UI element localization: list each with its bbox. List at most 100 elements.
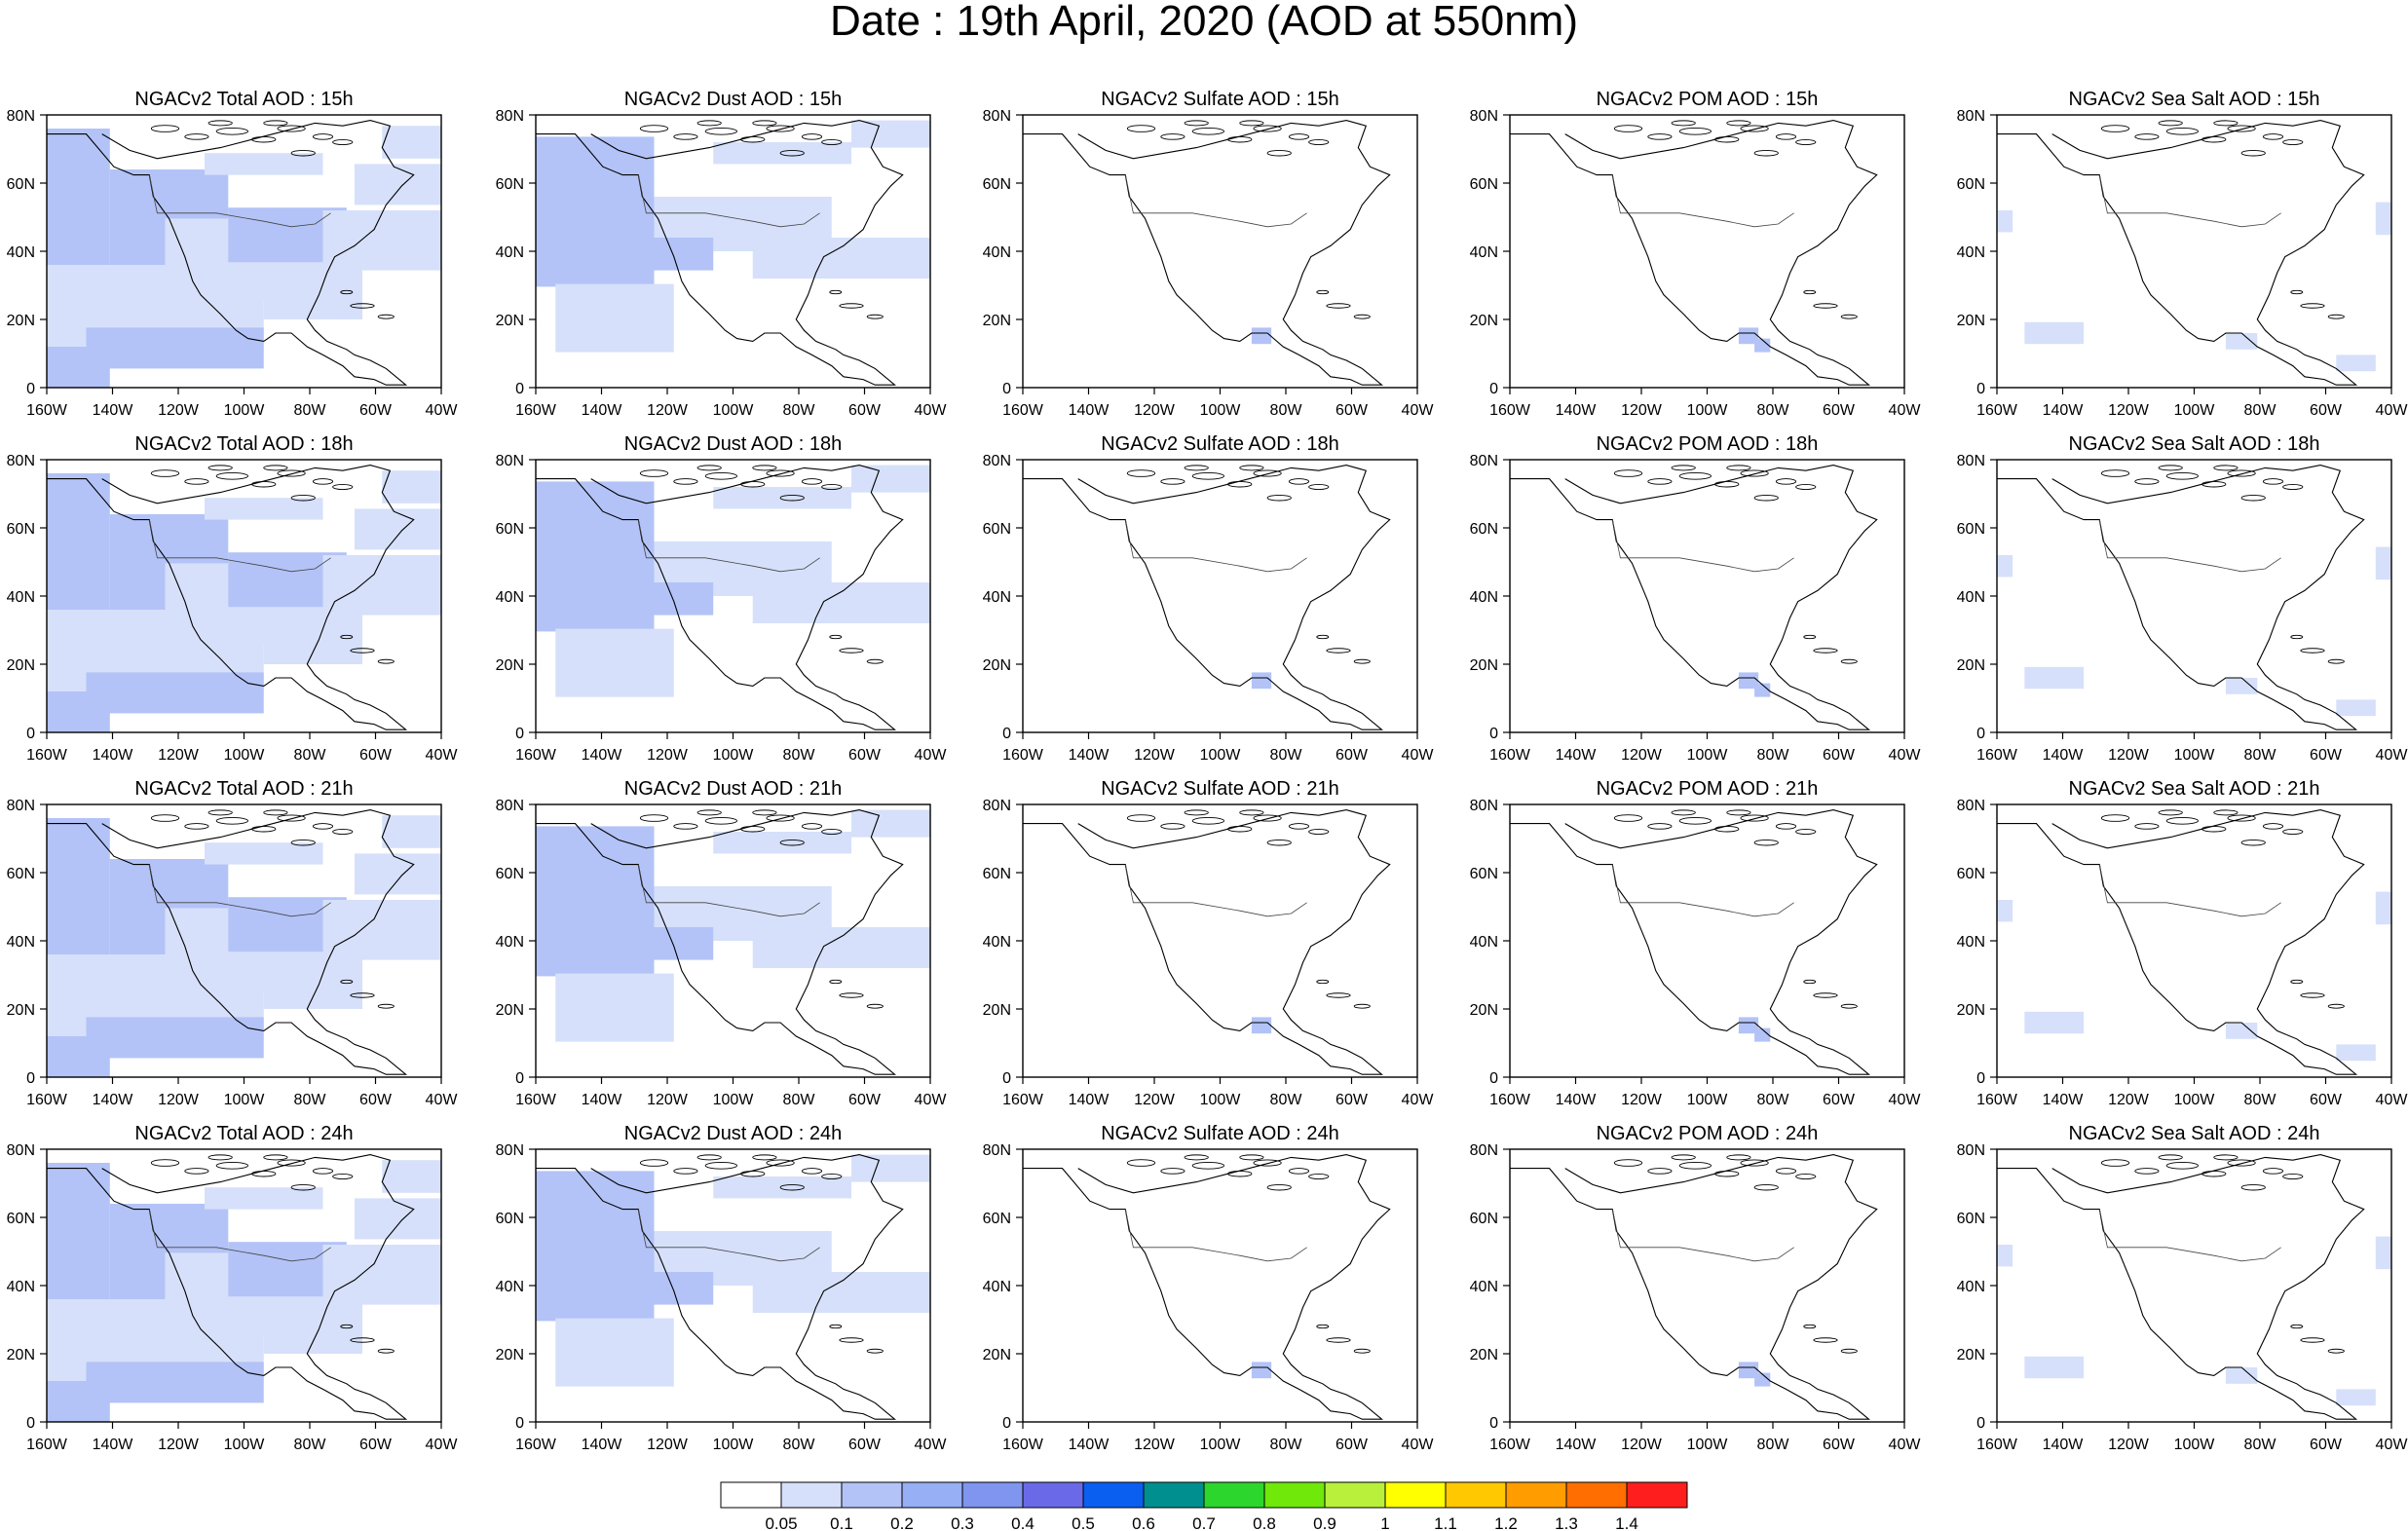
lon-tick-label: 80W — [1757, 402, 1790, 419]
island-outline — [704, 1161, 737, 1170]
island-outline — [704, 471, 737, 480]
island-outline — [1803, 979, 1817, 985]
lat-tick-label: 40N — [496, 589, 524, 606]
lon-tick-label: 100W — [2174, 402, 2216, 419]
island-outline — [1714, 1170, 1740, 1177]
coastline — [1023, 465, 1391, 730]
island-outline — [1227, 825, 1253, 833]
lat-tick-label: 80N — [7, 108, 35, 125]
lon-tick-label: 160W — [1976, 747, 2018, 764]
lon-tick-label: 80W — [294, 1092, 327, 1108]
island-outline — [1160, 823, 1185, 830]
lat-tick-label: 20N — [983, 657, 1011, 674]
panel-title: NGACv2 Dust AOD : 21h — [624, 778, 842, 800]
lon-tick-label: 80W — [783, 1437, 816, 1453]
island-outline — [2240, 839, 2266, 846]
country-border — [637, 1209, 820, 1262]
island-outline — [2282, 484, 2304, 490]
map-panel: NGACv2 POM AOD : 15h 160W 140W 120W 100W 80W 6… — [1470, 89, 1922, 419]
lon-tick-label: 140W — [1556, 402, 1598, 419]
island-outline — [2100, 814, 2130, 822]
island-outline — [2290, 979, 2304, 985]
lat-tick-label: 20N — [1957, 1002, 1985, 1019]
lon-tick-label: 160W — [1976, 1437, 2018, 1453]
island-outline — [263, 120, 288, 127]
island-outline — [1184, 465, 1209, 471]
island-outline — [639, 1159, 669, 1167]
lat-tick-label: 60N — [496, 1211, 524, 1227]
panel-title: NGACv2 Sea Salt AOD : 15h — [2069, 89, 2320, 110]
island-outline — [1753, 149, 1779, 157]
lat-tick-label: 60N — [496, 176, 524, 193]
aod-shading — [1997, 210, 2013, 233]
coastline — [1997, 1154, 2365, 1420]
panel-title: NGACv2 Total AOD : 15h — [134, 89, 353, 110]
aod-shading — [2375, 546, 2391, 580]
lon-tick-label: 60W — [359, 1092, 393, 1108]
lon-tick-label: 100W — [1687, 747, 1729, 764]
aod-shading — [1738, 672, 1759, 690]
lon-tick-label: 120W — [1621, 1437, 1663, 1453]
lat-tick-label: 40N — [496, 934, 524, 951]
lat-tick-label: 0 — [1002, 1415, 1011, 1432]
island-outline — [673, 133, 698, 140]
lon-tick-label: 40W — [426, 1092, 459, 1108]
island-outline — [2282, 139, 2304, 145]
country-border — [1124, 864, 1307, 917]
island-outline — [340, 1324, 354, 1329]
lon-tick-label: 80W — [1270, 1437, 1303, 1453]
lon-tick-label: 60W — [848, 402, 882, 419]
lon-tick-label: 100W — [1687, 402, 1729, 419]
lon-tick-label: 60W — [1823, 747, 1856, 764]
lon-tick-label: 60W — [1823, 402, 1856, 419]
country-border — [148, 864, 331, 917]
lat-tick-label: 40N — [496, 244, 524, 261]
island-outline — [2300, 992, 2325, 998]
aod-shading — [322, 1245, 441, 1305]
lon-tick-label: 80W — [294, 1437, 327, 1453]
lon-tick-label: 160W — [1489, 1437, 1531, 1453]
country-border — [2098, 1209, 2281, 1262]
island-outline — [766, 1159, 795, 1167]
island-outline — [1840, 1003, 1858, 1009]
island-outline — [1239, 465, 1264, 471]
island-outline — [839, 1337, 864, 1343]
coastline — [1997, 809, 2365, 1075]
island-outline — [377, 1003, 395, 1009]
map-panel: NGACv2 Sea Salt AOD : 18h 160W 140W 120W 100… — [1957, 433, 2408, 764]
island-outline — [766, 125, 795, 132]
island-outline — [2100, 469, 2130, 477]
island-outline — [829, 289, 843, 295]
island-outline — [2165, 471, 2200, 480]
island-outline — [1160, 1168, 1185, 1175]
island-outline — [2158, 809, 2183, 816]
island-outline — [752, 809, 777, 816]
lon-tick-label: 140W — [1556, 1092, 1598, 1108]
country-border — [1611, 1209, 1794, 1262]
lat-tick-label: 20N — [7, 1347, 35, 1363]
island-outline — [866, 1348, 884, 1354]
lon-tick-label: 120W — [1134, 1092, 1176, 1108]
island-outline — [1613, 469, 1643, 477]
lon-tick-label: 120W — [158, 402, 200, 419]
island-outline — [2327, 1003, 2345, 1009]
island-outline — [340, 634, 354, 640]
lat-tick-label: 0 — [1002, 1070, 1011, 1087]
lat-tick-label: 0 — [515, 1070, 524, 1087]
island-outline — [1671, 120, 1696, 127]
island-outline — [350, 992, 375, 998]
lat-tick-label: 20N — [496, 313, 524, 329]
island-outline — [1253, 814, 1282, 822]
island-outline — [752, 1154, 777, 1161]
lat-tick-label: 0 — [1489, 1070, 1498, 1087]
lat-tick-label: 0 — [1976, 381, 1985, 397]
island-outline — [779, 839, 805, 846]
island-outline — [1288, 133, 1310, 140]
map-panel: NGACv2 Total AOD : 21h 160W 140W 120W 100W 80… — [7, 778, 459, 1108]
island-outline — [207, 809, 233, 816]
lat-tick-label: 0 — [26, 1070, 35, 1087]
aod-shading — [382, 815, 441, 848]
country-border — [637, 519, 820, 573]
lon-tick-label: 100W — [224, 402, 266, 419]
